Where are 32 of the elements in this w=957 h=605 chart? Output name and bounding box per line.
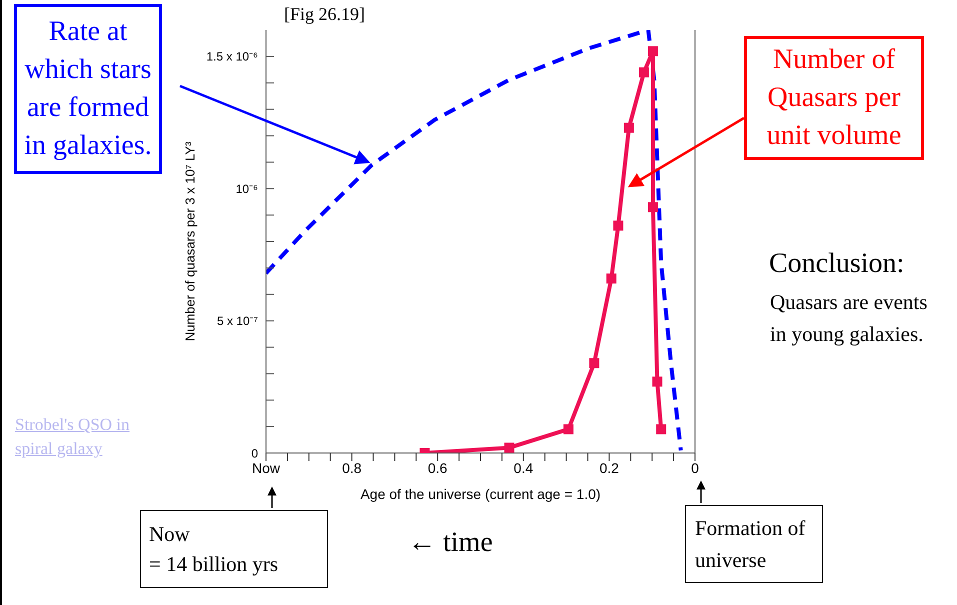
text: ← time [408,527,493,559]
y-axis-title: Number of quasars per 3 x 10⁷ LY³ [182,141,198,342]
text: Now = 14 billion yrs [140,510,328,588]
point [624,122,634,133]
point [638,67,649,78]
point [606,274,616,284]
point [613,220,624,231]
x-tick-label: 0.4 [514,460,534,476]
point [648,202,658,212]
y-tick-label: 0 [251,446,258,460]
y-tick-label: 1.5 x 10⁻⁶ [206,50,258,64]
text: [Fig 26.19] [284,4,365,25]
point [656,424,666,434]
text: Number of Quasars per unit volume [744,36,924,160]
text: Quasars are events in young galaxies. [770,289,928,348]
y-tick-label: 5 x 10⁻⁷ [216,314,258,328]
text: Conclusion: [769,248,904,280]
x-tick-label: Now [252,460,281,476]
point [648,46,658,56]
x-tick-label: 0.2 [599,460,620,476]
point [504,442,514,453]
point [652,376,662,387]
point [589,358,600,368]
text: Formation of universe [685,505,823,583]
x-axis-title: Age of the universe (current age = 1.0) [360,486,601,502]
x-tick-label: 0 [691,460,700,476]
point [563,424,574,434]
text: Rate at which stars are formed in galaxies. [14,4,162,174]
x-tick-label: 0.6 [428,460,448,476]
y-tick-label: 10⁻⁶ [236,182,258,196]
x-tick-label: 0.8 [342,460,362,476]
text: Strobel's QSO in spiral galaxy [15,414,131,460]
